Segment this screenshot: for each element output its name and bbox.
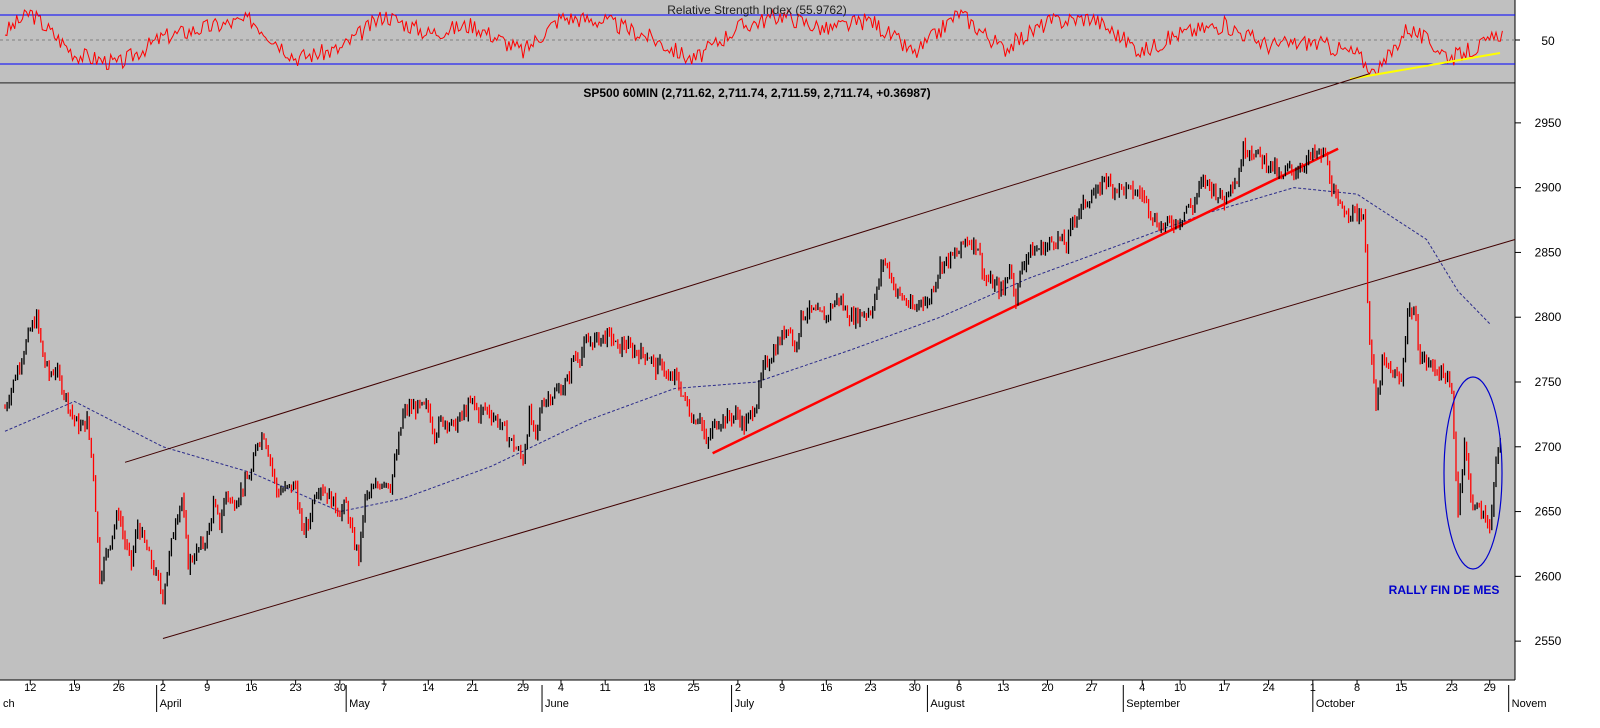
x-axis-area [0, 680, 1600, 723]
x-axis-months: ch April May June July August September October… [3, 685, 1547, 712]
x-tick-label: 30 [909, 682, 921, 694]
x-tick-label: 26 [113, 682, 125, 694]
x-tick-label: 21 [466, 682, 478, 694]
x-tick-label: 4 [558, 682, 564, 694]
x-tick-label: 10 [1174, 682, 1186, 694]
channel-lower-trendline [162, 238, 1516, 640]
x-tick-label: 17 [1218, 682, 1230, 694]
y-tick-label: 2900 [1535, 181, 1562, 195]
x-tick-label: 18 [643, 682, 655, 694]
x-tick-label: 15 [1395, 682, 1407, 694]
rsi-axis-label: 50 [1541, 34, 1555, 48]
rsi-yellow-trendline [1349, 52, 1501, 80]
x-tick-label: 29 [1484, 682, 1496, 694]
month-label: September [1126, 698, 1180, 710]
y-tick-label: 2800 [1535, 310, 1562, 324]
price-panel-background [0, 84, 1515, 680]
y-tick-label: 2700 [1535, 440, 1562, 454]
x-tick-label: 23 [1446, 682, 1458, 694]
month-label: April [160, 698, 182, 710]
uptrend-trendline [712, 147, 1339, 455]
rally-highlight-circle [1443, 376, 1503, 570]
month-label: May [349, 698, 370, 710]
x-tick-label: 16 [245, 682, 257, 694]
month-label: July [735, 698, 755, 710]
y-tick-label: 2750 [1535, 375, 1562, 389]
x-tick-label: 12 [24, 682, 36, 694]
y-tick-label: 2600 [1535, 569, 1562, 583]
y-tick-label: 2650 [1535, 505, 1562, 519]
x-tick-label: 23 [864, 682, 876, 694]
x-tick-label: 27 [1086, 682, 1098, 694]
x-tick-label: 23 [290, 682, 302, 694]
price-chart-title: SP500 60MIN (2,711.62, 2,711.74, 2,711.5… [583, 86, 930, 100]
y-tick-label: 2850 [1535, 245, 1562, 259]
x-tick-label: 20 [1041, 682, 1053, 694]
x-tick-label: 8 [1354, 682, 1360, 694]
month-label: August [930, 698, 964, 710]
x-tick-label: 30 [334, 682, 346, 694]
rsi-line [4, 8, 1503, 75]
y-tick-label: 2550 [1535, 634, 1562, 648]
x-axis-ticks: 12 19 26 2 9 16 23 30 7 14 21 29 4 11 18 25 2 9 16 23 30 6 13 2… [24, 680, 1496, 694]
x-tick-label: 19 [68, 682, 80, 694]
price-axis-area [1515, 84, 1600, 680]
x-tick-label: 11 [599, 682, 610, 694]
month-label: October [1316, 698, 1355, 710]
price-bars [4, 137, 1501, 605]
channel-upper-trendline [124, 73, 1370, 463]
x-tick-label: 25 [688, 682, 700, 694]
x-tick-label: 14 [422, 682, 434, 694]
x-tick-label: 29 [517, 682, 529, 694]
trendlines [124, 73, 1516, 640]
y-tick-label: 2950 [1535, 116, 1562, 130]
month-label: June [545, 698, 569, 710]
x-tick-label: 7 [381, 682, 387, 694]
x-tick-label: 4 [1139, 682, 1145, 694]
rsi-axis-area [1515, 0, 1600, 83]
x-tick-label: 2 [160, 682, 166, 694]
x-tick-label: 2 [735, 682, 741, 694]
rally-annotation: RALLY FIN DE MES [1389, 583, 1500, 597]
rsi-title: Relative Strength Index (55.9762) [667, 3, 846, 17]
price-y-axis: 2950 2900 2850 2800 2750 2700 2650 2600 2550 [1515, 116, 1562, 648]
x-tick-label: 6 [956, 682, 962, 694]
x-tick-label: 9 [779, 682, 785, 694]
x-tick-label: 24 [1262, 682, 1274, 694]
x-tick-label: 16 [820, 682, 832, 694]
month-label: ch [3, 698, 15, 710]
month-label: Novem [1512, 698, 1547, 710]
x-tick-label: 13 [997, 682, 1009, 694]
x-tick-label: 9 [204, 682, 210, 694]
